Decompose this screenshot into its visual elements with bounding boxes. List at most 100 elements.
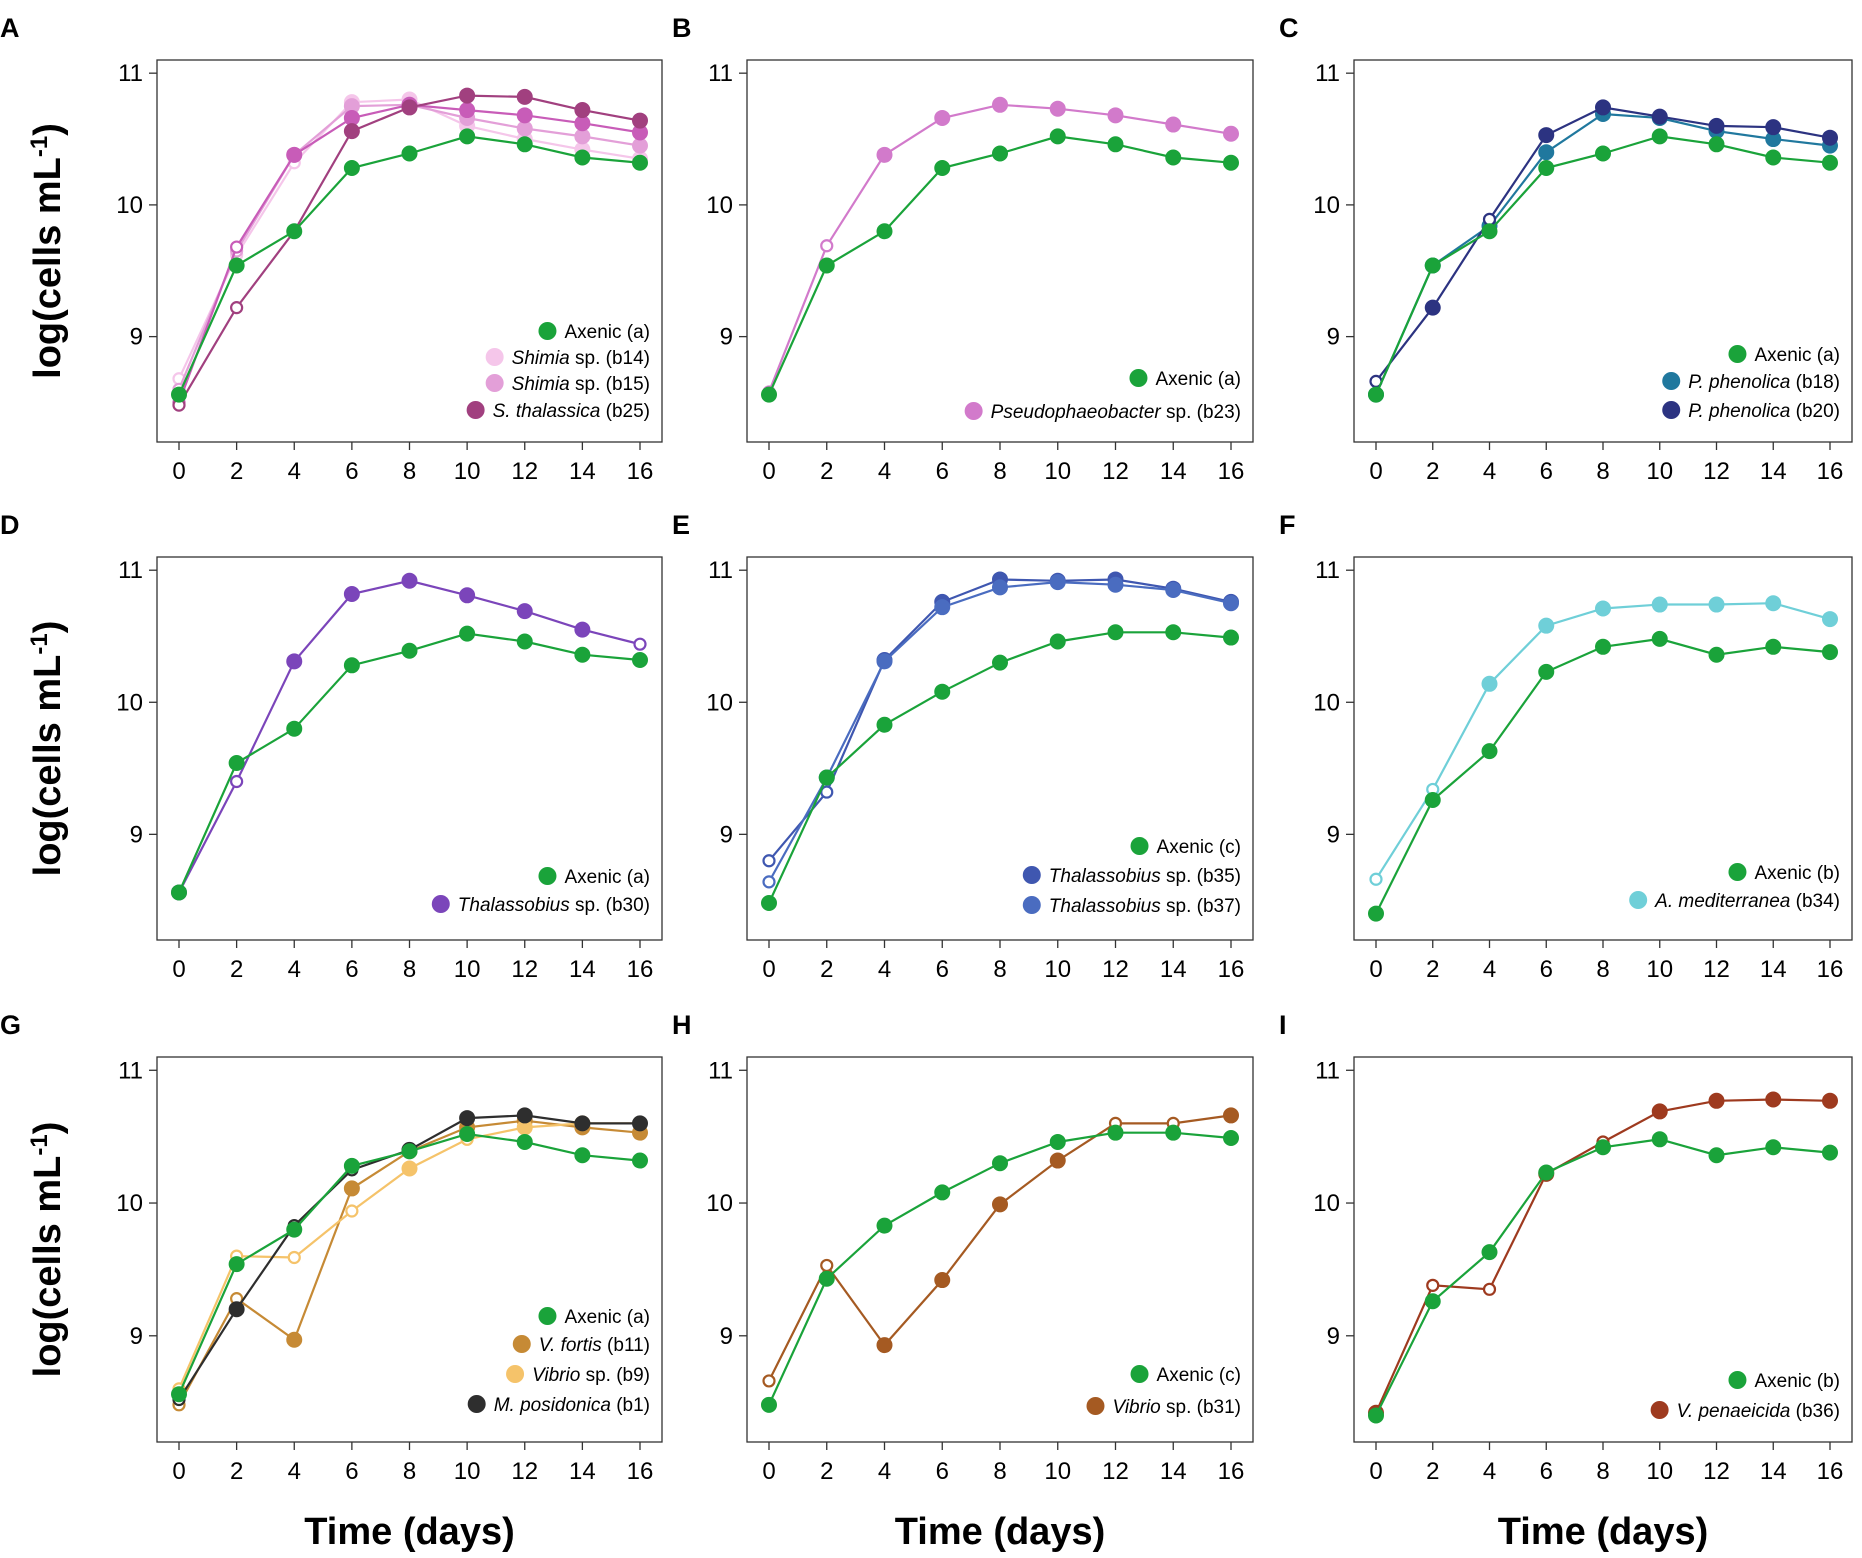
y-tick-label: 11: [1315, 60, 1340, 87]
legend-marker: [1086, 1397, 1105, 1415]
data-point: [1538, 617, 1555, 634]
data-point: [343, 657, 360, 674]
legend: Axenic (c)Thalassobius sp. (b35)Thalasso…: [1022, 837, 1241, 917]
legend-label-suffix: sp. (b31): [1161, 1397, 1241, 1418]
x-tick-label: 8: [1596, 956, 1609, 983]
y-axis-title: log(cells mL-1): [26, 123, 70, 379]
data-point: [343, 160, 360, 177]
x-tick-label: 6: [936, 956, 949, 983]
data-point: [1538, 160, 1555, 177]
data-point: [1223, 629, 1239, 646]
legend-marker: [431, 895, 450, 913]
data-point: [992, 145, 1008, 162]
data-point: [1049, 633, 1066, 650]
data-point: [1765, 638, 1782, 655]
legend-label: V. fortis (b11): [539, 1335, 650, 1356]
y-tick-label: 10: [1313, 1190, 1340, 1217]
panel-letter: I: [1279, 1010, 1287, 1040]
data-point: [171, 884, 187, 901]
panel-e: E 0 2 4 6 8 10 12 14 16 9 10 11 Axenic (c) Thalassobiu…: [672, 510, 1254, 983]
y-tick-label: 11: [1315, 1057, 1340, 1084]
data-point: [1595, 600, 1611, 617]
x-tick-label: 8: [993, 1458, 1006, 1485]
series-line: [178, 579, 641, 894]
data-point: [230, 240, 244, 254]
series-axenic-b: [1368, 630, 1838, 922]
data-point: [228, 755, 245, 772]
data-point: [1424, 257, 1441, 274]
x-tick-label: 10: [1646, 458, 1673, 485]
legend-label: Axenic (a): [1155, 369, 1241, 390]
legend-label-suffix: (b1): [611, 1395, 650, 1416]
x-tick-label: 16: [1218, 458, 1245, 485]
y-tick-label: 10: [706, 1190, 733, 1217]
series-vibrio-sp-b31: [762, 1107, 1239, 1388]
x-axis-title: Time (days): [1498, 1511, 1708, 1553]
x-tick-label: 0: [762, 458, 775, 485]
x-tick-label: 16: [1817, 458, 1844, 485]
data-point: [345, 1204, 359, 1218]
data-point: [343, 1157, 360, 1174]
legend: Axenic (a) Thalassobius sp. (b30): [431, 867, 650, 916]
panel-letter: E: [672, 510, 690, 540]
legend-label-italic: V. fortis: [539, 1335, 602, 1356]
data-point: [459, 87, 476, 104]
x-tick-label: 0: [1369, 1458, 1382, 1485]
data-point: [286, 146, 303, 163]
y-tick-label: 9: [720, 324, 733, 351]
data-point: [286, 1331, 303, 1348]
series-axenic-a: [761, 128, 1239, 403]
data-point: [228, 1301, 245, 1318]
legend-label: Axenic (a): [564, 1307, 650, 1328]
legend-label-italic: M. posidonica: [494, 1395, 611, 1416]
legend-label: Axenic (b): [1754, 1371, 1840, 1392]
legend-marker: [538, 322, 557, 340]
x-tick-label: 8: [1596, 458, 1609, 485]
data-point: [1424, 1293, 1441, 1310]
legend-label: A. mediterranea (b34): [1654, 891, 1840, 912]
legend-label-italic: P. phenolica: [1688, 401, 1790, 422]
series-axenic-b: [1368, 1131, 1838, 1424]
data-point: [286, 720, 303, 737]
legend: Axenic (c) Vibrio sp. (b31): [1086, 1365, 1242, 1418]
x-tick-label: 16: [1817, 956, 1844, 983]
data-point: [228, 257, 245, 274]
x-tick-label: 12: [1703, 1458, 1730, 1485]
legend-marker: [1022, 866, 1041, 884]
y-axis-title-main: log(cells mL: [27, 655, 69, 877]
x-tick-label: 6: [345, 1458, 358, 1485]
y-tick-label: 10: [706, 689, 733, 716]
y-tick-label: 10: [706, 192, 733, 219]
legend-marker: [512, 1335, 531, 1353]
data-point: [762, 875, 776, 889]
x-tick-label: 8: [993, 458, 1006, 485]
legend: Axenic (a) Pseudophaeobacter sp. (b23): [964, 369, 1241, 423]
series-axenic-a: [1368, 128, 1838, 403]
data-point: [459, 625, 476, 642]
data-point: [1107, 624, 1124, 641]
data-point: [1049, 1152, 1066, 1169]
data-point: [1765, 1091, 1782, 1108]
x-tick-label: 10: [1044, 956, 1071, 983]
x-tick-label: 4: [878, 458, 891, 485]
x-tick-label: 0: [172, 458, 185, 485]
data-point: [876, 1217, 893, 1234]
y-axis-title-sup: -1: [26, 136, 53, 157]
legend-label: Vibrio sp. (b31): [1113, 1397, 1242, 1418]
legend-marker: [1728, 863, 1747, 881]
x-tick-label: 6: [1540, 1458, 1553, 1485]
y-tick-label: 11: [118, 1057, 143, 1084]
panel-letter: G: [0, 1010, 21, 1040]
data-point: [762, 1374, 776, 1388]
data-point: [761, 895, 777, 912]
legend-label-italic: Thalassobius: [458, 895, 570, 916]
x-tick-label: 0: [172, 1458, 185, 1485]
data-point: [1765, 119, 1782, 136]
data-point: [1369, 872, 1383, 886]
legend-label: S. thalassica (b25): [493, 401, 650, 422]
y-tick-label: 9: [720, 1323, 733, 1350]
legend-label-italic: S. thalassica: [493, 401, 601, 422]
data-point: [1481, 743, 1498, 760]
legend-label: Axenic (a): [1754, 345, 1840, 366]
